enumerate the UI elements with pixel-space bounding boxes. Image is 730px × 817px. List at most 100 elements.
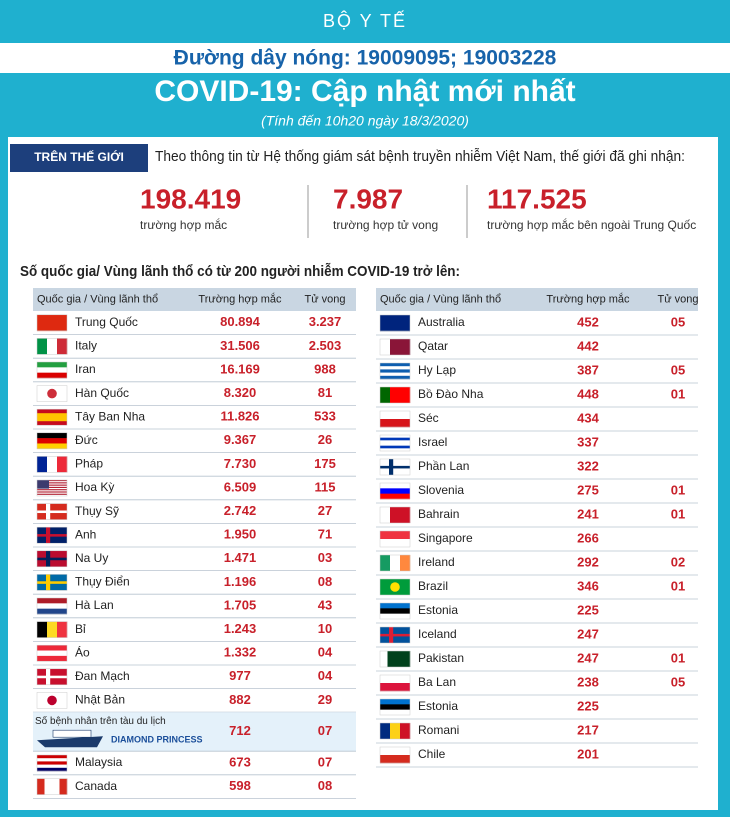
row-cases: 225 (577, 698, 599, 713)
stat-label: trường hợp mắc bên ngoài Trung Quốc (487, 217, 696, 232)
row-cases: 322 (577, 458, 599, 473)
column-header: Trường hợp mắc (198, 292, 282, 305)
flag-border (36, 574, 68, 591)
ship-label: DIAMOND PRINCESS (111, 735, 203, 745)
flag-border (36, 597, 68, 615)
ship-icon (37, 736, 103, 748)
row-deaths: 05 (671, 674, 685, 689)
row-deaths: 08 (318, 574, 332, 589)
flag (380, 633, 410, 637)
intro: Theo thông tin từ Hệ thống giám sát bệnh… (155, 148, 685, 165)
flag (380, 699, 410, 705)
row-name: Phần Lan (418, 459, 469, 473)
flag (37, 491, 67, 493)
row-deaths: 81 (318, 385, 332, 400)
flag-border (379, 530, 411, 548)
row-deaths: 10 (318, 621, 332, 636)
row-name: Brazil (418, 579, 448, 593)
flag (57, 456, 68, 473)
flag (37, 362, 67, 368)
flag (380, 366, 410, 370)
flag-border (36, 668, 68, 686)
flag-border (36, 550, 68, 568)
row-deaths: 27 (318, 503, 332, 518)
flag-border (379, 746, 411, 764)
flag-border (379, 338, 411, 356)
row-cases: 448 (577, 386, 599, 401)
flag (37, 486, 67, 488)
flag (57, 338, 68, 355)
row-cases: 7.730 (224, 456, 257, 471)
row-cases: 434 (577, 410, 599, 425)
column-header: Quốc gia / Vùng lãnh thổ (37, 293, 158, 305)
flag (37, 581, 67, 584)
row-cases: 452 (577, 314, 599, 329)
row-cases: 225 (577, 602, 599, 617)
row-deaths: 07 (318, 723, 332, 738)
flag-border (379, 482, 411, 500)
flag-border (36, 692, 68, 709)
flag-border (36, 754, 68, 772)
row-deaths: 03 (318, 550, 332, 565)
flag-border (379, 434, 411, 452)
row-name: Ba Lan (418, 675, 456, 689)
flag (37, 421, 67, 426)
title: COVID-19: Cập nhật mới nhất (154, 75, 575, 108)
row-cases: 292 (577, 554, 599, 569)
flag (37, 621, 48, 638)
flag (395, 651, 403, 667)
flag-border (379, 626, 411, 644)
flag (37, 409, 67, 414)
row-cases: 9.367 (224, 432, 257, 447)
flag (380, 488, 410, 494)
flag (390, 723, 401, 739)
flag (380, 387, 391, 403)
row-cases: 247 (577, 626, 599, 641)
flag (390, 555, 401, 571)
row-cases: 977 (229, 668, 251, 683)
flag (390, 582, 400, 592)
flag-border (36, 621, 68, 638)
flag (37, 480, 67, 482)
tables-heading: Số quốc gia/ Vùng lãnh thổ có từ 200 ngư… (20, 263, 460, 280)
column-header: Tử vong (658, 293, 699, 305)
row-name: Slovenia (418, 483, 464, 497)
flag (37, 314, 67, 332)
flag (37, 778, 45, 795)
flag-border (36, 338, 68, 355)
flag (37, 438, 67, 444)
flag (400, 507, 411, 523)
flag (400, 387, 411, 403)
row-cases: 247 (577, 650, 599, 665)
row-cases: 712 (229, 723, 251, 738)
flag (47, 621, 58, 638)
flag-border (379, 698, 411, 716)
flag (400, 339, 411, 355)
flag (37, 367, 67, 373)
flag-border (36, 503, 68, 520)
column-header: Tử vong (305, 293, 346, 305)
row-name: Pháp (75, 457, 103, 471)
flag (37, 655, 67, 662)
flag (37, 767, 67, 772)
flag (380, 493, 410, 500)
row-cases: 241 (577, 506, 599, 521)
stat-label: trường hợp mắc (140, 217, 227, 232)
flag (400, 723, 411, 739)
flag (380, 372, 410, 377)
flag-border (379, 458, 411, 476)
row-name: Thụy Điển (75, 575, 130, 589)
flag (47, 388, 57, 399)
row-cases: 442 (577, 338, 599, 353)
row-cases: 6.509 (224, 479, 257, 494)
row-deaths: 01 (671, 386, 685, 401)
flag (44, 778, 53, 795)
flag (380, 440, 410, 444)
row-deaths: 71 (318, 527, 332, 542)
row-deaths: 04 (318, 645, 333, 660)
flag (380, 555, 391, 571)
row-deaths: 04 (318, 668, 333, 683)
flag (37, 645, 67, 651)
row-name: Số bệnh nhân trên tàu du lịch (35, 715, 166, 727)
